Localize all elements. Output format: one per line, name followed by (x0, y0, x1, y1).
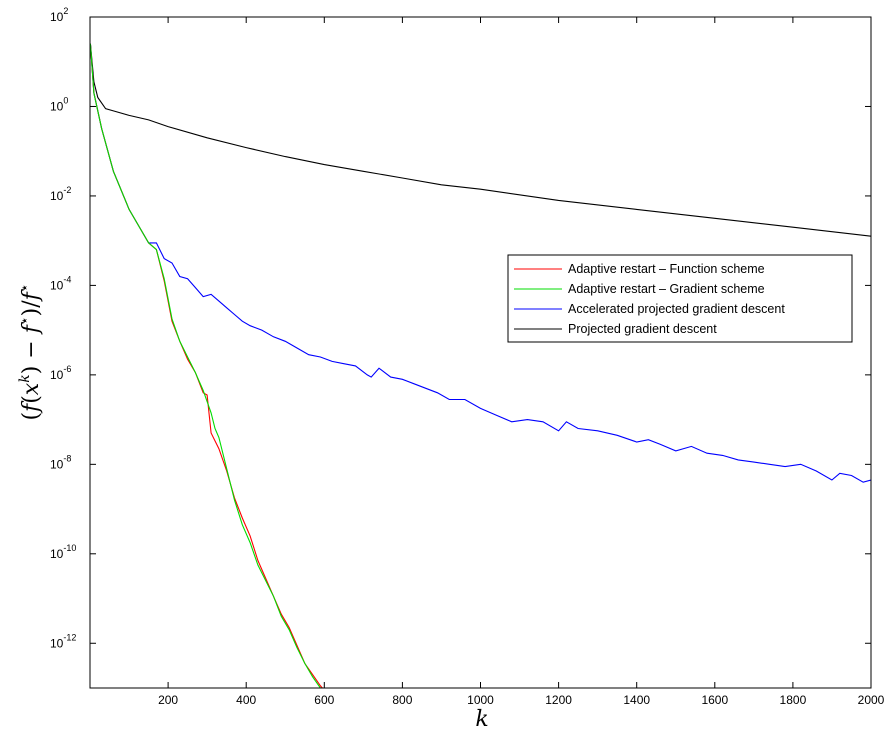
y-tick-label: 10-2 (50, 185, 71, 203)
legend: Adaptive restart – Function scheme Adapt… (507, 254, 853, 343)
y-tick-label: 10-10 (50, 543, 76, 561)
x-tick-label: 800 (392, 693, 412, 707)
y-axis-title-mid: ) − (19, 333, 44, 374)
x-tick-label: 200 (158, 693, 178, 707)
y-axis-title-close: )/ (19, 300, 44, 317)
y-axis-title-paren-open-2: ( (19, 395, 44, 404)
y-axis-title-k: k (17, 374, 33, 382)
x-tick-label: 1000 (467, 693, 494, 707)
x-tick-label: 1600 (701, 693, 728, 707)
series-line-accelerated-projected-gradient-descent (90, 43, 871, 483)
y-axis-title: (f(xk) − f⋆)/f⋆ (17, 283, 44, 420)
x-tick-label: 1200 (545, 693, 572, 707)
x-tick-label: 1800 (780, 693, 807, 707)
plot-frame (89, 16, 872, 689)
y-tick-label: 10-8 (50, 453, 71, 471)
legend-label-projected: Projected gradient descent (568, 322, 717, 336)
x-tick-label: 600 (314, 693, 334, 707)
x-axis-ticks: 200 400 600 800 1000 1200 1400 1600 1800 2000 (158, 17, 885, 707)
svg-text:(f(xk) − f⋆)/f⋆: (f(xk) − f⋆)/f⋆ (17, 283, 44, 420)
series-line-adaptive-restart-gradient-scheme (90, 43, 322, 688)
y-axis-title-paren-open: ( (19, 412, 44, 421)
y-axis-ticks: 102 100 10-2 10-4 10-6 10-8 10-10 10-12 (50, 6, 871, 650)
y-tick-label: 102 (50, 6, 68, 24)
x-tick-label: 1400 (623, 693, 650, 707)
y-axis-title-star1: ⋆ (17, 316, 33, 325)
x-axis-title: k (475, 707, 488, 732)
series-line-adaptive-restart-function-scheme (90, 43, 327, 688)
y-tick-label: 10-4 (50, 274, 71, 292)
y-tick-label: 10-12 (50, 632, 76, 650)
y-tick-label: 10-6 (50, 364, 71, 382)
legend-box (507, 254, 853, 343)
legend-label-function-scheme: Adaptive restart – Function scheme (568, 262, 765, 276)
legend-label-accelerated: Accelerated projected gradient descent (568, 302, 785, 316)
y-tick-label: 100 (50, 95, 68, 113)
x-tick-label: 2000 (858, 693, 885, 707)
legend-label-gradient-scheme: Adaptive restart – Gradient scheme (568, 282, 765, 296)
y-axis-title-x: x (19, 382, 44, 395)
x-tick-label: 400 (236, 693, 256, 707)
plot-series (90, 43, 871, 688)
y-axis-title-star2: ⋆ (17, 283, 33, 292)
series-line-projected-gradient-descent (90, 43, 871, 237)
